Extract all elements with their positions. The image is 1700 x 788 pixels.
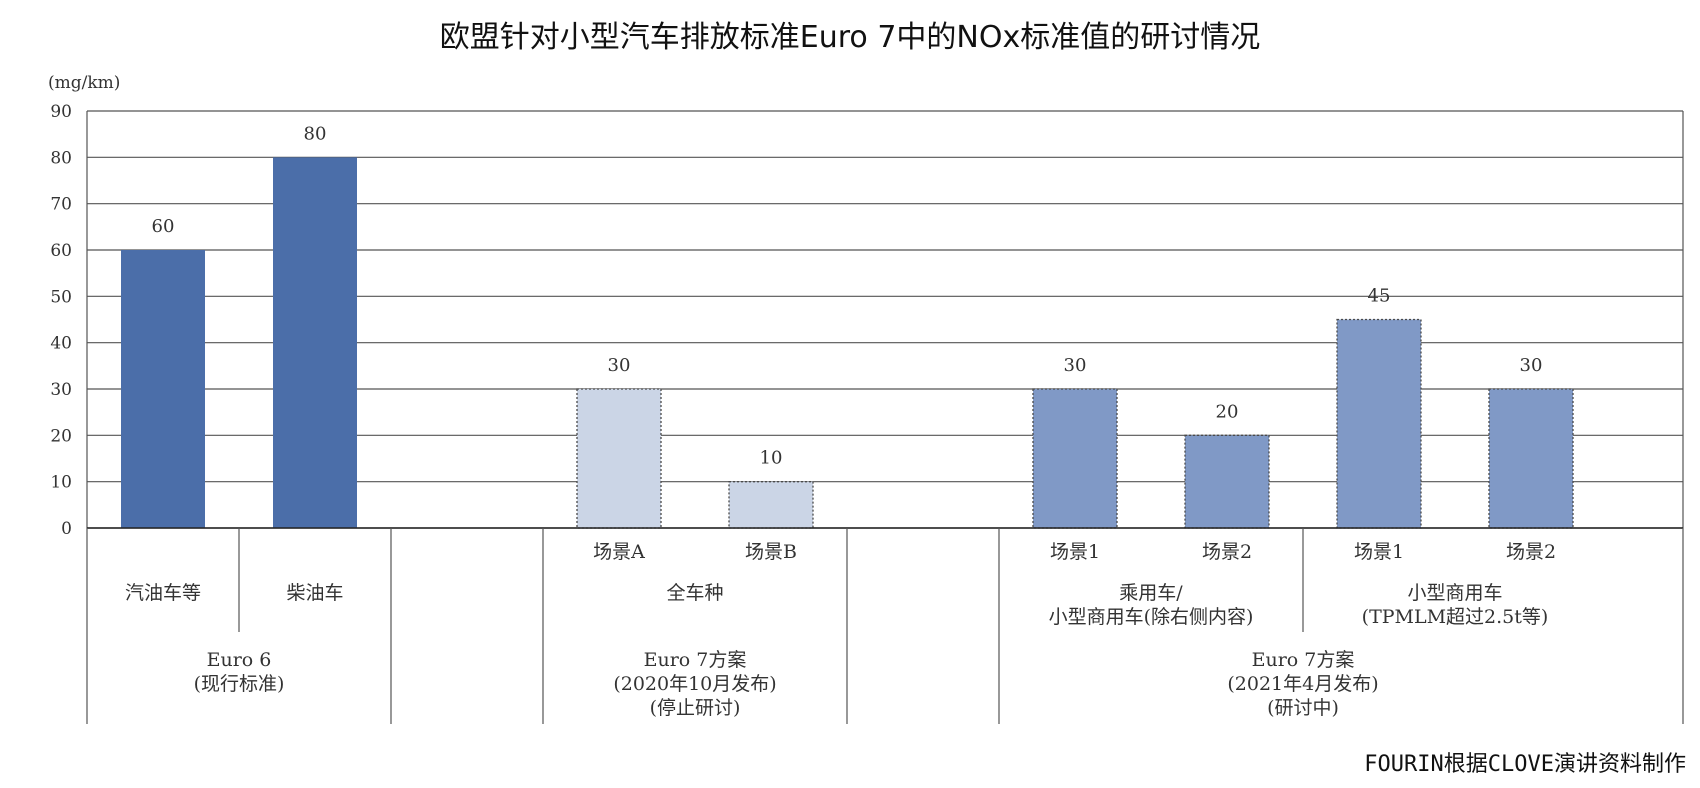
- data-label: 20: [1216, 401, 1239, 422]
- data-label: 30: [1520, 355, 1543, 376]
- bar: [576, 388, 662, 529]
- subgroup-label: 全车种: [666, 582, 723, 604]
- y-tick-label: 50: [50, 287, 72, 307]
- data-label: 30: [608, 355, 631, 376]
- nox-bar-chart: (mg/km) 0 10 20 30 40 50 60 70 80 90 60 80 30 10 30 20 45…: [48, 73, 1684, 724]
- y-tick-label: 90: [50, 102, 72, 122]
- y-tick-label: 40: [50, 334, 72, 354]
- bar: [1488, 388, 1574, 529]
- y-axis-unit: (mg/km): [48, 73, 120, 93]
- y-tick-label: 70: [50, 195, 72, 215]
- group-label: Euro 7方案(2020年10月发布) (停止研讨): [613, 649, 776, 719]
- bar: [1184, 434, 1270, 529]
- y-tick-label: 60: [50, 241, 72, 261]
- bar: [728, 481, 814, 529]
- data-label: 80: [304, 123, 327, 144]
- category-label: 场景B: [745, 541, 797, 563]
- group-label: Euro 7方案(2021年4月发布) (研讨中): [1227, 649, 1378, 719]
- bar: [1032, 388, 1118, 529]
- group-label: Euro 6 (现行标准): [194, 649, 285, 695]
- bar: [1336, 318, 1422, 529]
- source-note: FOURIN根据CLOVE演讲资料制作: [1364, 752, 1686, 777]
- category-label: 场景A: [593, 541, 645, 563]
- bar: [121, 250, 205, 528]
- category-label: 柴油车: [286, 582, 343, 604]
- category-label: 场景1: [1050, 541, 1100, 563]
- category-label: 场景2: [1202, 541, 1252, 563]
- data-label: 60: [152, 216, 175, 237]
- data-label: 45: [1368, 286, 1391, 307]
- y-tick-label: 10: [50, 473, 72, 493]
- category-label: 场景1: [1354, 541, 1404, 563]
- category-label: 场景2: [1506, 541, 1556, 563]
- bar: [273, 157, 357, 529]
- y-tick-label: 80: [50, 148, 72, 168]
- data-label: 30: [1064, 355, 1087, 376]
- y-tick-label: 20: [50, 426, 72, 446]
- subgroup-label: 乘用车/小型商用车(除右侧内容): [1049, 582, 1254, 628]
- category-label: 汽油车等: [125, 582, 201, 604]
- y-tick-label: 30: [50, 380, 72, 400]
- y-tick-label: 0: [61, 519, 72, 539]
- chart-title: 欧盟针对小型汽车排放标准Euro 7中的NOx标准值的研讨情况: [439, 20, 1261, 55]
- data-label: 10: [760, 448, 783, 469]
- subgroup-label: 小型商用车(TPMLM超过2.5t等): [1362, 582, 1549, 628]
